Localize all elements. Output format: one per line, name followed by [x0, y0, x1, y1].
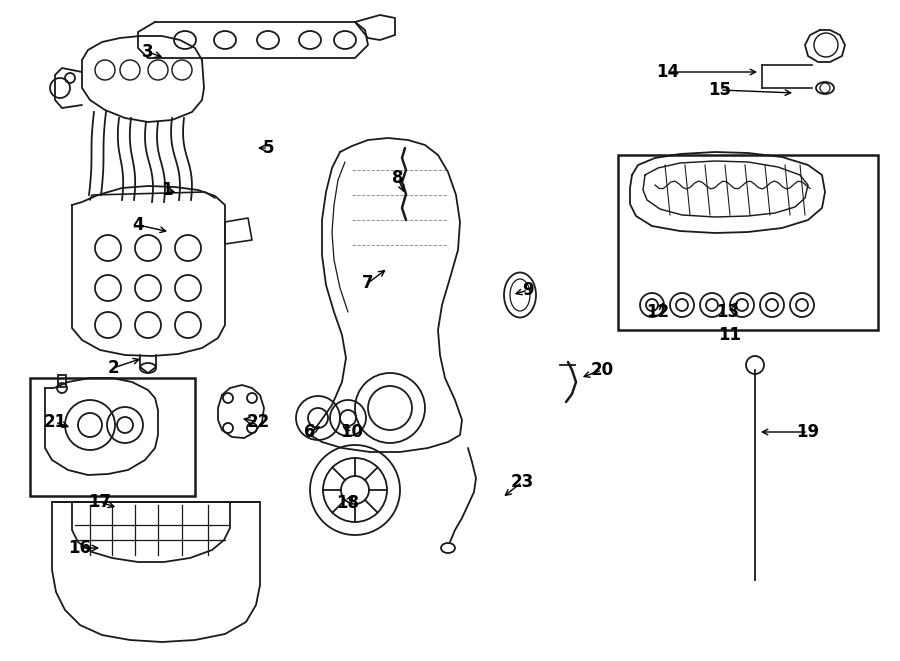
Text: 15: 15 [708, 81, 732, 99]
Text: 9: 9 [522, 281, 534, 299]
Text: 2: 2 [107, 359, 119, 377]
Text: 10: 10 [340, 423, 364, 441]
Bar [618, 155, 878, 330]
Text: 6: 6 [304, 423, 316, 441]
Text: 18: 18 [337, 494, 359, 512]
Text: 1: 1 [161, 181, 173, 199]
Text: 22: 22 [247, 413, 270, 431]
Text: 23: 23 [510, 473, 534, 491]
Text: 3: 3 [142, 43, 154, 61]
Text: 16: 16 [68, 539, 92, 557]
Bar [30, 378, 195, 496]
Text: 4: 4 [132, 216, 144, 234]
Text: 20: 20 [590, 361, 614, 379]
Text: 17: 17 [88, 493, 112, 511]
Text: 13: 13 [716, 303, 740, 321]
Bar [58, 375, 66, 387]
Text: 19: 19 [796, 423, 820, 441]
Text: 21: 21 [43, 413, 67, 431]
Text: 12: 12 [646, 303, 670, 321]
Text: 8: 8 [392, 169, 404, 187]
Text: 14: 14 [656, 63, 680, 81]
Text: 11: 11 [718, 326, 742, 344]
Text: 7: 7 [362, 274, 374, 292]
Text: 5: 5 [262, 139, 274, 157]
